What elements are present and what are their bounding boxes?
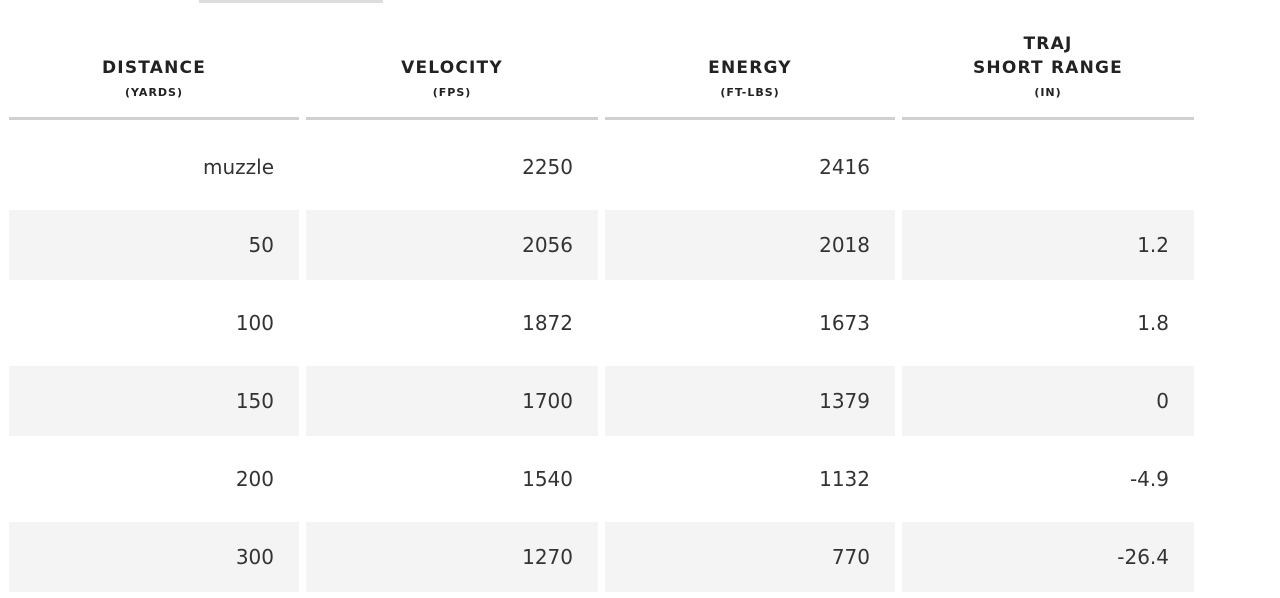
table-cell: 2056 <box>306 210 598 280</box>
table-cell: -26.4 <box>902 522 1194 592</box>
table-cell: 1872 <box>522 311 573 335</box>
tab-indicator <box>199 0 383 3</box>
header-title: SHORT RANGE <box>972 58 1123 78</box>
header-unit: (FPS) <box>432 86 472 99</box>
header-title: VELOCITY <box>401 58 503 78</box>
table-cell: 1673 <box>819 311 870 335</box>
table-cell: 200 <box>235 467 274 491</box>
table-cell: -4.9 <box>1129 467 1169 491</box>
table-cell: muzzle <box>202 155 274 179</box>
column-header: ENERGY (FT-LBS) <box>605 0 895 120</box>
table-cell: 770 <box>605 522 895 592</box>
column-header: TRAJ SHORT RANGE (IN) <box>902 0 1194 120</box>
table-cell: 1.2 <box>902 210 1194 280</box>
table-cell: 1700 <box>306 366 598 436</box>
table-cell: 1132 <box>819 467 870 491</box>
table-cell: 100 <box>235 311 274 335</box>
table-cell: 2416 <box>819 155 870 179</box>
table-cell: 0 <box>902 366 1194 436</box>
column-header: VELOCITY (FPS) <box>306 0 598 120</box>
table-cell: 150 <box>9 366 299 436</box>
header-unit: (YARDS) <box>124 86 183 99</box>
table-cell: 1270 <box>306 522 598 592</box>
table-cell: 2018 <box>605 210 895 280</box>
header-unit: (IN) <box>1034 86 1062 99</box>
table-cell: 300 <box>9 522 299 592</box>
table-cell: 50 <box>9 210 299 280</box>
table-cell: 2250 <box>522 155 573 179</box>
header-title: TRAJ <box>1023 34 1073 54</box>
table-cell: 1.8 <box>1137 311 1169 335</box>
table-cell: 1379 <box>605 366 895 436</box>
header-title: ENERGY <box>708 58 792 78</box>
column-header: DISTANCE (YARDS) <box>9 0 299 120</box>
header-title: DISTANCE <box>101 58 207 78</box>
table-cell: 1540 <box>522 467 573 491</box>
table-cell <box>902 132 1194 202</box>
header-unit: (FT-LBS) <box>720 86 780 99</box>
